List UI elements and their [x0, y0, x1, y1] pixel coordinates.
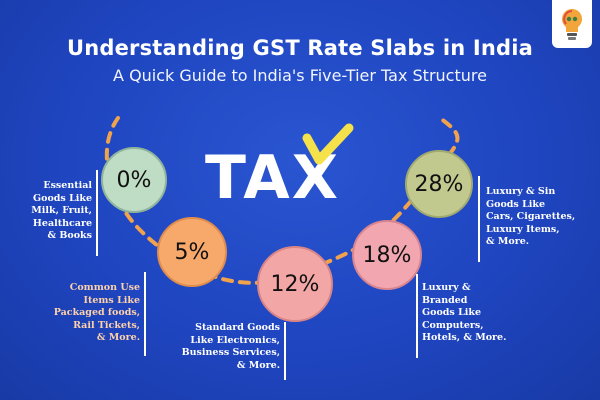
slab-bracket-5 — [144, 272, 146, 356]
page-subtitle: A Quick Guide to India's Five-Tier Tax S… — [113, 66, 487, 85]
slab-rate-12: 12% — [270, 271, 320, 297]
slab-bracket-18 — [416, 274, 418, 358]
slab-bracket-0 — [96, 170, 98, 256]
slab-bracket-28 — [478, 176, 480, 262]
slab-description-18: Luxury & Branded Goods Like Computers, H… — [422, 282, 507, 343]
slab-description-5: Common Use Items Like Packaged foods, Ra… — [53, 282, 140, 343]
slab-description-12: Standard Goods Like Electronics, Busines… — [181, 322, 280, 371]
page-title: Understanding GST Rate Slabs in India — [66, 36, 534, 60]
lightbulb-logo-icon — [552, 0, 592, 48]
slab-circle-0: 0% — [101, 147, 167, 213]
slab-description-0: Essential Goods Like Milk, Fruit, Health… — [31, 180, 92, 241]
slab-rate-5: 5% — [174, 239, 210, 265]
slab-rate-0: 0% — [116, 167, 152, 193]
slab-circle-12: 12% — [257, 246, 333, 322]
slab-rate-28: 28% — [414, 171, 464, 197]
tax-wordmark: TAX — [205, 123, 354, 208]
slab-circle-5: 5% — [157, 217, 227, 287]
slab-circle-28: 28% — [405, 150, 473, 218]
slab-rate-18: 18% — [362, 242, 412, 268]
slab-description-28: Luxury & Sin Goods Like Cars, Cigarettes… — [486, 186, 576, 247]
checkmark-icon — [302, 123, 354, 165]
slab-circle-18: 18% — [352, 220, 422, 290]
slab-bracket-12 — [284, 322, 286, 380]
